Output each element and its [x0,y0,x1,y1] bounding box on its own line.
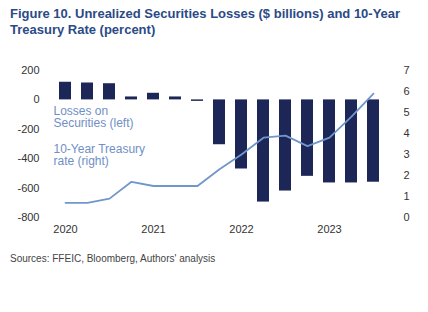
svg-text:1: 1 [404,190,410,202]
svg-text:-800: -800 [17,211,39,223]
html-text:Sources: FFEIC, Bloomberg, Aut: Sources: FFEIC, Bloomberg, Authors' anal… [10,253,216,264]
svg-text:5: 5 [404,106,410,118]
svg-text:2023: 2023 [317,223,341,235]
svg-text:200: 200 [21,64,39,76]
svg-text:-400: -400 [17,152,39,164]
svg-text:6: 6 [404,85,410,97]
svg-text:0: 0 [404,211,410,223]
svg-text:2020: 2020 [53,223,77,235]
svg-text:-600: -600 [17,182,39,194]
svg-text:4: 4 [404,127,410,139]
svg-text:2022: 2022 [229,223,253,235]
html-text:Figure 10. Unrealized Securiti: Figure 10. Unrealized Securities Losses … [10,6,401,37]
svg-text:7: 7 [404,64,410,76]
svg-text:10-Year Treasuryrate (right): 10-Year Treasuryrate (right) [54,142,146,168]
svg-text:2: 2 [404,169,410,181]
svg-text:2021: 2021 [141,223,165,235]
svg-text:Losses onSecurities (left): Losses onSecurities (left) [54,104,134,130]
svg-text:0: 0 [33,93,39,105]
svg-text:3: 3 [404,148,410,160]
svg-text:-200: -200 [17,123,39,135]
